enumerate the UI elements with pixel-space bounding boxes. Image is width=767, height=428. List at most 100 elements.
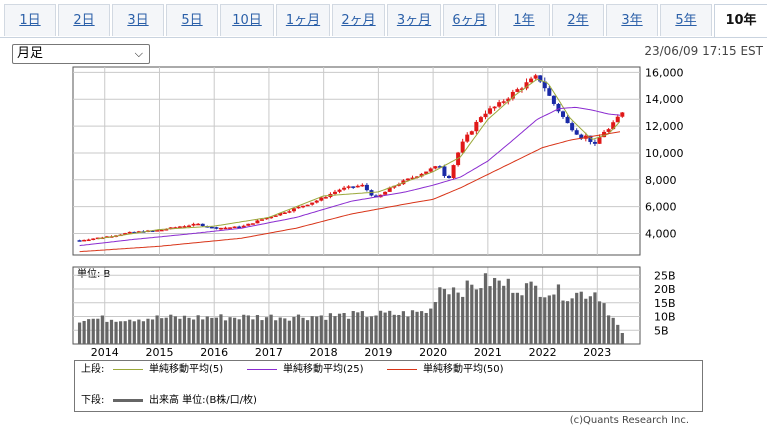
volume-tick-label-25: 25B bbox=[654, 269, 676, 282]
volume-bar-4 bbox=[96, 318, 100, 344]
candle-body-37 bbox=[246, 223, 251, 226]
candle-77 bbox=[428, 167, 433, 173]
price-tick-label-16000: 16,000 bbox=[645, 66, 684, 79]
tab-2[interactable]: 3日 bbox=[112, 4, 164, 36]
candle-12 bbox=[132, 231, 137, 234]
candle-body-76 bbox=[424, 171, 429, 174]
candle-76 bbox=[424, 171, 429, 175]
candle-body-51 bbox=[310, 202, 315, 205]
volume-bar-21 bbox=[173, 316, 177, 344]
candle-34 bbox=[232, 226, 237, 229]
candle-52 bbox=[314, 199, 319, 204]
candle-period-select[interactable]: 月足 ⌵ bbox=[12, 44, 150, 64]
candle-body-20 bbox=[168, 227, 173, 230]
ma-line-2 bbox=[79, 131, 621, 253]
candle-body-97 bbox=[519, 88, 524, 90]
candle-99 bbox=[529, 76, 534, 83]
candle-108 bbox=[570, 121, 575, 132]
candle-body-103 bbox=[547, 88, 552, 96]
volume-bar-101 bbox=[538, 296, 542, 344]
x-tick-label-2015: 2015 bbox=[145, 346, 173, 359]
volume-bar-71 bbox=[401, 311, 405, 344]
x-tick-label-2023: 2023 bbox=[583, 346, 611, 359]
candle-body-2 bbox=[86, 239, 91, 242]
candle-96 bbox=[515, 87, 520, 93]
candle-body-102 bbox=[542, 81, 547, 89]
volume-bar-72 bbox=[406, 316, 410, 344]
volume-unit-label: 単位: B bbox=[77, 267, 111, 280]
candle-body-18 bbox=[159, 229, 164, 232]
volume-bar-26 bbox=[196, 315, 200, 344]
legend-lower-label: 下段: bbox=[81, 395, 105, 406]
legend-box: 上段: 単純移動平均(5) 単純移動平均(25) 単純移動平均(50) 下段: … bbox=[74, 360, 703, 412]
candle-39 bbox=[255, 219, 260, 224]
volume-tick-label-5: 5B bbox=[654, 324, 669, 337]
volume-bar-78 bbox=[433, 302, 437, 344]
tab-7[interactable]: 3ヶ月 bbox=[387, 4, 441, 36]
volume-bar-29 bbox=[210, 317, 214, 344]
candle-106 bbox=[561, 110, 566, 119]
volume-bar-46 bbox=[287, 320, 291, 344]
tab-3[interactable]: 5日 bbox=[166, 4, 218, 36]
volume-bar-28 bbox=[205, 316, 209, 344]
tab-11[interactable]: 3年 bbox=[606, 4, 658, 36]
candle-body-106 bbox=[561, 111, 566, 117]
candle-95 bbox=[510, 89, 515, 101]
volume-bar-45 bbox=[283, 318, 287, 344]
candle-62 bbox=[360, 183, 365, 187]
tab-9[interactable]: 1年 bbox=[498, 4, 550, 36]
candle-101 bbox=[538, 75, 543, 83]
price-tick-label-14000: 14,000 bbox=[645, 93, 684, 106]
candle-119 bbox=[620, 112, 625, 118]
volume-bar-64 bbox=[369, 316, 374, 344]
candle-body-114 bbox=[597, 137, 602, 144]
candle-body-26 bbox=[196, 223, 201, 226]
candle-body-0 bbox=[77, 240, 82, 242]
tab-4[interactable]: 10日 bbox=[220, 4, 274, 36]
candle-body-73 bbox=[410, 177, 415, 180]
candle-body-88 bbox=[478, 117, 483, 122]
volume-bar-24 bbox=[187, 317, 191, 344]
candle-body-108 bbox=[570, 123, 575, 131]
tab-5[interactable]: 1ヶ月 bbox=[276, 4, 330, 36]
legend-volume-label: 出来高 単位:(B株/口/枚) bbox=[149, 395, 257, 406]
candle-35 bbox=[237, 225, 242, 229]
candle-110 bbox=[579, 133, 584, 141]
tab-13[interactable]: 10年 bbox=[714, 4, 767, 37]
candle-body-98 bbox=[524, 82, 529, 89]
candle-body-23 bbox=[182, 226, 187, 228]
volume-bar-13 bbox=[137, 319, 141, 344]
tab-8[interactable]: 6ヶ月 bbox=[443, 4, 496, 36]
price-volume-chart: 2014 2015 2016 2017 2018 2019 2020 2021 2022 2023… bbox=[72, 66, 684, 359]
candle-body-79 bbox=[437, 166, 442, 168]
candle-body-49 bbox=[301, 205, 306, 208]
volume-tick-label-20: 20B bbox=[654, 283, 676, 296]
candle-body-10 bbox=[123, 233, 128, 235]
volume-bar-22 bbox=[178, 318, 182, 344]
tab-10[interactable]: 2年 bbox=[552, 4, 604, 36]
candle-51 bbox=[310, 202, 315, 206]
volume-bar-55 bbox=[328, 313, 333, 344]
tab-12[interactable]: 5年 bbox=[660, 4, 712, 36]
candle-40 bbox=[260, 219, 264, 221]
volume-bar-17 bbox=[155, 315, 159, 344]
volume-bar-57 bbox=[337, 313, 342, 344]
volume-bar-91 bbox=[493, 277, 497, 344]
tab-6[interactable]: 2ヶ月 bbox=[332, 4, 385, 36]
candle-43 bbox=[273, 215, 278, 217]
volume-tick-label-10: 10B bbox=[654, 311, 676, 324]
volume-bar-50 bbox=[306, 320, 310, 344]
tab-0[interactable]: 1日 bbox=[4, 4, 56, 36]
volume-bar-23 bbox=[182, 315, 187, 344]
volume-bar-104 bbox=[552, 294, 556, 344]
candle-80 bbox=[442, 164, 447, 178]
volume-bar-43 bbox=[274, 320, 278, 344]
candle-body-61 bbox=[355, 185, 360, 188]
candle-93 bbox=[501, 99, 506, 105]
candle-91 bbox=[492, 106, 497, 111]
candle-body-38 bbox=[250, 223, 255, 225]
volume-bar-68 bbox=[388, 310, 392, 344]
volume-bar-35 bbox=[237, 319, 241, 344]
candle-103 bbox=[547, 86, 552, 97]
tab-1[interactable]: 2日 bbox=[58, 4, 110, 36]
